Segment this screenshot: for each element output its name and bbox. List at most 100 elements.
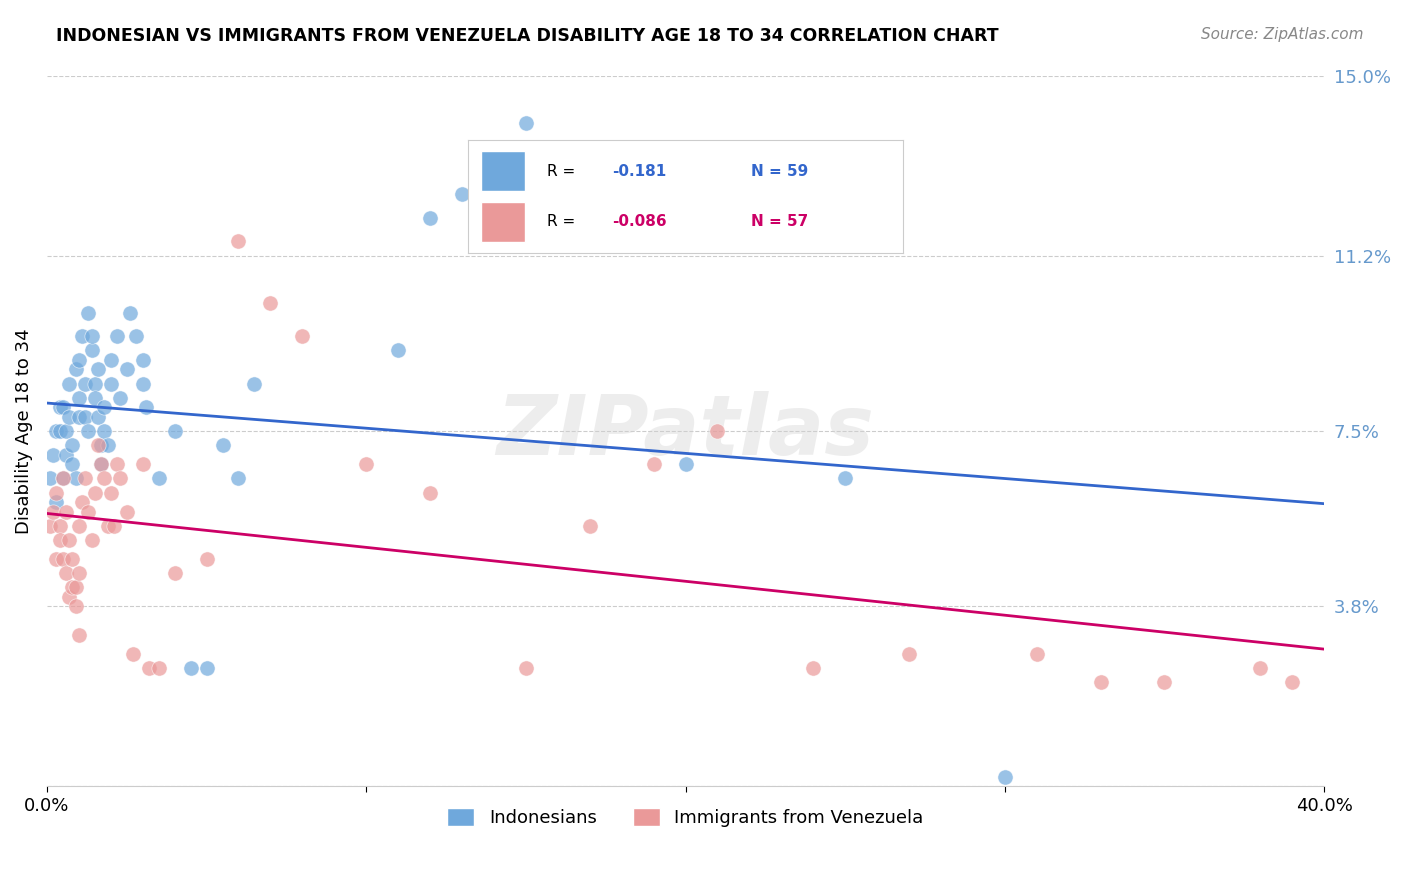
- Point: [45, 424, 67, 438]
- Point: [578, 518, 600, 533]
- Point: [70, 495, 93, 509]
- Point: [83, 485, 105, 500]
- Point: [90, 457, 112, 471]
- Point: [122, 647, 145, 661]
- Point: [80, 533, 103, 547]
- Point: [52, 471, 75, 485]
- Point: [211, 438, 233, 452]
- Point: [55, 448, 77, 462]
- Point: [58, 409, 80, 424]
- Point: [42, 448, 65, 462]
- Point: [195, 661, 218, 675]
- Point: [125, 329, 148, 343]
- Point: [45, 552, 67, 566]
- Point: [100, 352, 122, 367]
- Point: [93, 471, 115, 485]
- Point: [387, 343, 409, 358]
- Point: [93, 424, 115, 438]
- Point: [67, 628, 90, 642]
- Point: [228, 471, 250, 485]
- Point: [1090, 675, 1112, 690]
- Point: [65, 471, 87, 485]
- Point: [898, 647, 921, 661]
- Point: [180, 661, 202, 675]
- Point: [48, 518, 70, 533]
- Point: [643, 457, 665, 471]
- Point: [52, 401, 75, 415]
- Point: [65, 599, 87, 614]
- Point: [83, 391, 105, 405]
- Point: [138, 661, 160, 675]
- Point: [93, 401, 115, 415]
- Legend: Indonesians, Immigrants from Venezuela: Indonesians, Immigrants from Venezuela: [440, 800, 931, 834]
- Point: [148, 661, 170, 675]
- Point: [163, 566, 186, 581]
- Point: [48, 533, 70, 547]
- Point: [67, 352, 90, 367]
- Point: [55, 424, 77, 438]
- Point: [1249, 661, 1271, 675]
- Point: [103, 518, 125, 533]
- Point: [419, 485, 441, 500]
- Point: [105, 329, 128, 343]
- Point: [70, 329, 93, 343]
- Point: [291, 329, 314, 343]
- Point: [55, 505, 77, 519]
- Point: [1025, 647, 1047, 661]
- Point: [801, 661, 824, 675]
- Point: [67, 518, 90, 533]
- Point: [354, 457, 377, 471]
- Point: [110, 471, 132, 485]
- Point: [100, 376, 122, 391]
- Point: [1153, 675, 1175, 690]
- Point: [90, 438, 112, 452]
- Point: [994, 770, 1017, 784]
- Point: [228, 235, 250, 249]
- Point: [105, 457, 128, 471]
- Point: [259, 296, 281, 310]
- Point: [83, 376, 105, 391]
- Point: [62, 552, 84, 566]
- Point: [706, 424, 728, 438]
- Point: [45, 495, 67, 509]
- Point: [52, 552, 75, 566]
- Point: [834, 471, 856, 485]
- Point: [110, 391, 132, 405]
- Point: [451, 187, 474, 202]
- Point: [118, 305, 141, 319]
- Point: [243, 376, 266, 391]
- Point: [515, 661, 537, 675]
- Point: [87, 362, 110, 376]
- Point: [675, 457, 697, 471]
- Point: [515, 116, 537, 130]
- Text: INDONESIAN VS IMMIGRANTS FROM VENEZUELA DISABILITY AGE 18 TO 34 CORRELATION CHAR: INDONESIAN VS IMMIGRANTS FROM VENEZUELA …: [56, 27, 998, 45]
- Text: ZIPatlas: ZIPatlas: [496, 391, 875, 472]
- Y-axis label: Disability Age 18 to 34: Disability Age 18 to 34: [15, 328, 32, 533]
- Point: [65, 362, 87, 376]
- Point: [77, 305, 100, 319]
- Point: [62, 581, 84, 595]
- Point: [58, 533, 80, 547]
- Text: Source: ZipAtlas.com: Source: ZipAtlas.com: [1201, 27, 1364, 42]
- Point: [87, 409, 110, 424]
- Point: [42, 505, 65, 519]
- Point: [75, 376, 97, 391]
- Point: [58, 376, 80, 391]
- Point: [67, 391, 90, 405]
- Point: [195, 552, 218, 566]
- Point: [135, 401, 157, 415]
- Point: [131, 376, 153, 391]
- Point: [115, 505, 138, 519]
- Point: [77, 505, 100, 519]
- Point: [131, 352, 153, 367]
- Point: [77, 424, 100, 438]
- Point: [62, 438, 84, 452]
- Point: [55, 566, 77, 581]
- Point: [115, 362, 138, 376]
- Point: [48, 424, 70, 438]
- Point: [90, 457, 112, 471]
- Point: [45, 485, 67, 500]
- Point: [48, 401, 70, 415]
- Point: [131, 457, 153, 471]
- Point: [80, 329, 103, 343]
